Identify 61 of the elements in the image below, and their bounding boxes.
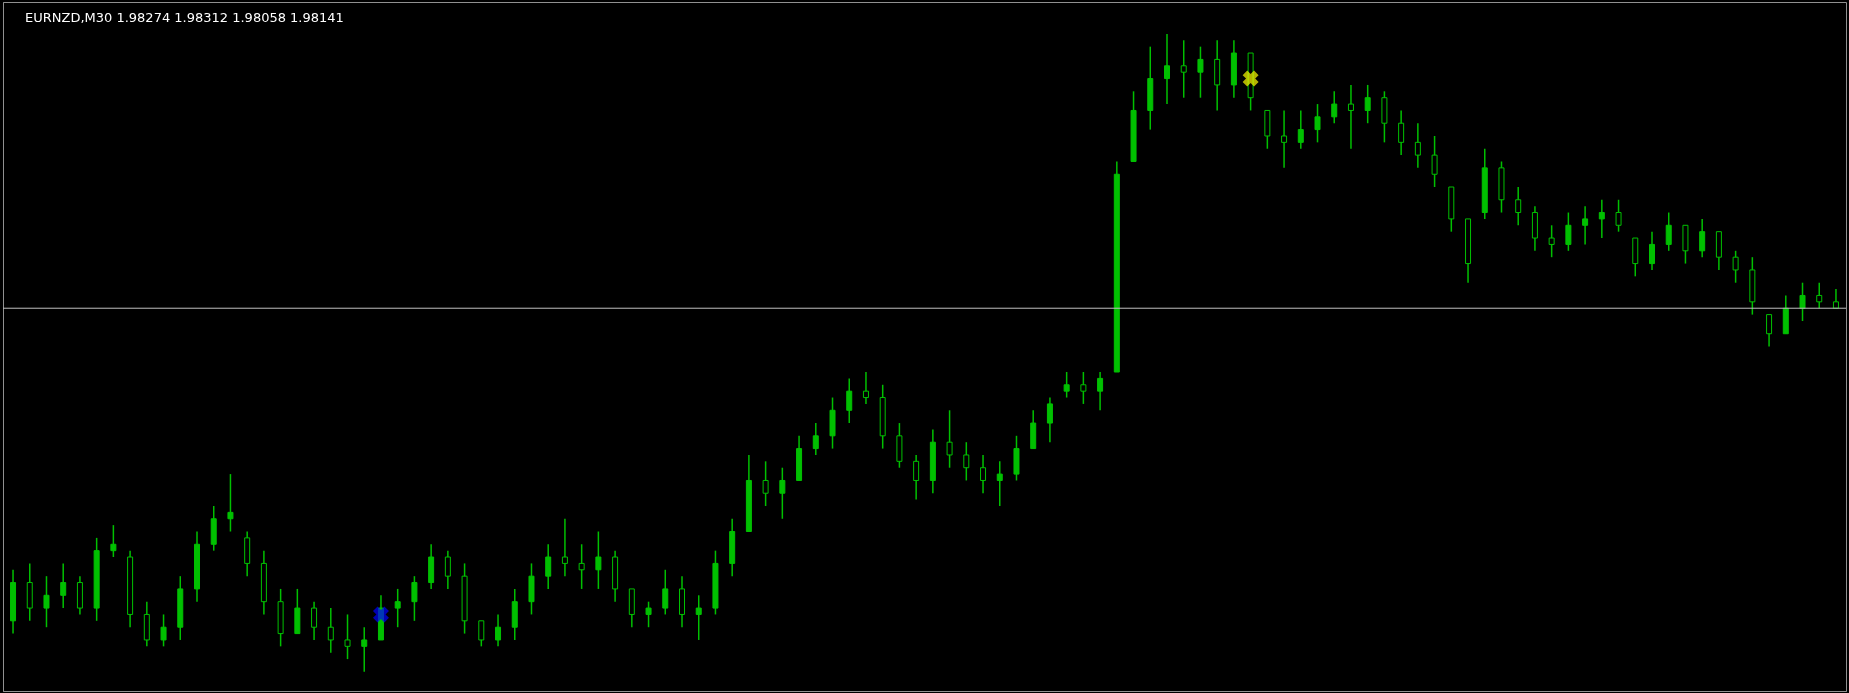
candlestick bbox=[1565, 211, 1572, 252]
candlestick bbox=[1281, 109, 1288, 169]
candlestick bbox=[43, 575, 50, 628]
candlestick bbox=[645, 600, 652, 628]
candlestick bbox=[1766, 313, 1773, 348]
candlestick bbox=[327, 607, 334, 654]
candlestick bbox=[495, 613, 502, 648]
candlestick bbox=[411, 575, 418, 622]
candlestick bbox=[1164, 33, 1170, 105]
candlestick bbox=[1347, 84, 1354, 150]
candlestick bbox=[779, 466, 786, 520]
candlestick bbox=[1297, 109, 1304, 150]
candlestick bbox=[1665, 211, 1672, 252]
candlestick bbox=[695, 594, 702, 641]
candlestick bbox=[913, 454, 920, 501]
candlestick bbox=[578, 543, 585, 590]
candlestick bbox=[996, 460, 1003, 507]
candlestick bbox=[1816, 281, 1823, 309]
candlestick bbox=[1097, 371, 1104, 412]
candlestick bbox=[444, 549, 451, 590]
candlestick bbox=[812, 422, 819, 456]
candlestick bbox=[1582, 205, 1589, 246]
candlestick bbox=[1331, 90, 1338, 124]
candlestick bbox=[963, 441, 970, 482]
candlestick bbox=[1414, 122, 1421, 169]
candlestick bbox=[311, 600, 318, 641]
candlestick bbox=[1314, 103, 1321, 144]
candlestick bbox=[60, 562, 67, 609]
candlestick bbox=[762, 460, 769, 507]
candlestick bbox=[545, 543, 552, 590]
candlestick bbox=[561, 518, 568, 577]
candlestick bbox=[344, 613, 351, 660]
candlestick bbox=[1197, 45, 1204, 99]
candlestick bbox=[846, 377, 853, 424]
candlestick bbox=[110, 524, 117, 558]
candlestick bbox=[1649, 230, 1655, 271]
candlestick bbox=[160, 613, 167, 648]
candlestick bbox=[394, 588, 401, 628]
chart-title: EURNZD,M30 1.98274 1.98312 1.98058 1.98141 bbox=[25, 10, 344, 25]
candlestick bbox=[1515, 186, 1522, 227]
candlestick bbox=[1548, 224, 1555, 258]
candlestick bbox=[1799, 281, 1806, 322]
candlestick bbox=[1046, 396, 1053, 443]
candlestick bbox=[980, 454, 987, 494]
candlestick bbox=[1598, 199, 1605, 239]
candlestick bbox=[361, 626, 368, 673]
candlestick bbox=[1063, 371, 1070, 399]
candlestick bbox=[1080, 371, 1087, 405]
candlestick bbox=[1699, 218, 1706, 258]
candlestick bbox=[946, 409, 953, 469]
candlestick bbox=[1615, 199, 1622, 233]
candlestick bbox=[1364, 84, 1371, 124]
candlestick bbox=[662, 569, 669, 616]
candlestick bbox=[1180, 39, 1187, 99]
candlestick bbox=[1732, 250, 1739, 284]
candlestick bbox=[478, 620, 485, 648]
candlestick bbox=[1431, 135, 1438, 188]
candlestick bbox=[227, 473, 234, 533]
candlestick bbox=[862, 371, 869, 405]
candlestick bbox=[595, 530, 602, 590]
candlestick bbox=[1398, 109, 1405, 156]
